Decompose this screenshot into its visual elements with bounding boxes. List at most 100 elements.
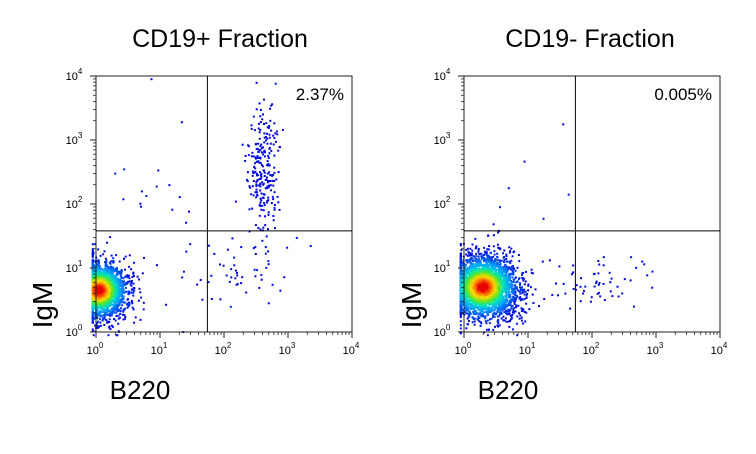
data-point (461, 303, 464, 306)
data-point (112, 274, 114, 277)
data-point (494, 258, 497, 261)
data-point (104, 294, 107, 297)
data-point (93, 299, 95, 302)
data-point (266, 126, 269, 129)
data-point (145, 195, 148, 198)
x-tick-label: 104 (343, 341, 360, 357)
data-point (120, 277, 123, 279)
data-point (470, 254, 473, 257)
data-point (100, 302, 103, 305)
data-point (102, 298, 105, 301)
data-point (245, 291, 248, 294)
data-point (261, 204, 264, 207)
data-point (105, 272, 108, 274)
data-point (465, 309, 468, 312)
data-point (506, 289, 509, 292)
data-point (495, 279, 498, 282)
data-point (610, 277, 613, 280)
y-tick-label: 102 (66, 195, 83, 211)
data-point (189, 243, 192, 246)
data-point (101, 281, 104, 284)
data-point (119, 307, 122, 310)
data-point (617, 295, 620, 298)
data-point (108, 266, 111, 269)
data-point (492, 223, 495, 226)
data-point (100, 267, 103, 270)
data-point (460, 263, 463, 266)
data-point (487, 248, 490, 251)
data-point (260, 192, 263, 195)
data-point (112, 280, 115, 283)
data-point (180, 121, 183, 124)
data-point (494, 300, 497, 303)
data-point (598, 263, 601, 266)
y-axis-label: IgM (27, 282, 58, 329)
data-point (488, 275, 491, 278)
data-point (497, 269, 500, 272)
data-point (500, 259, 503, 262)
data-point (271, 180, 274, 182)
data-point (254, 253, 257, 255)
data-point (91, 255, 94, 258)
data-point (480, 298, 483, 301)
data-point (112, 268, 115, 271)
data-point (260, 199, 263, 202)
data-point (507, 294, 510, 296)
data-point (497, 322, 500, 325)
data-point (122, 288, 125, 291)
data-point (503, 255, 506, 258)
data-point (95, 307, 98, 310)
data-point (96, 277, 98, 280)
data-point (265, 266, 268, 269)
data-point (488, 267, 491, 270)
data-point (562, 123, 565, 126)
data-point (104, 308, 107, 311)
x-tick-label: 101 (151, 341, 168, 357)
data-point (505, 292, 508, 295)
data-point (475, 265, 478, 268)
data-point (468, 292, 471, 295)
data-point (101, 297, 104, 300)
data-point (500, 285, 503, 288)
data-point (510, 268, 513, 271)
data-point (469, 307, 472, 310)
data-point (272, 143, 275, 146)
data-point (471, 304, 474, 307)
data-point (479, 259, 482, 262)
data-point (480, 255, 483, 258)
data-point (107, 282, 110, 285)
data-point (502, 297, 505, 300)
data-point (470, 256, 473, 259)
data-point (507, 266, 510, 269)
data-point (510, 247, 513, 250)
data-point (120, 301, 123, 304)
data-point (596, 292, 599, 295)
data-point (104, 261, 107, 263)
data-point (489, 318, 491, 321)
data-point (117, 304, 120, 307)
data-point (273, 154, 276, 157)
data-point (502, 298, 505, 301)
data-point (517, 290, 520, 293)
data-point (241, 276, 244, 279)
data-point (584, 285, 587, 288)
data-point (543, 298, 546, 300)
data-point (459, 256, 462, 259)
data-point (268, 171, 271, 174)
data-point (465, 312, 468, 315)
data-point (93, 317, 96, 320)
data-point (465, 253, 468, 256)
data-point (91, 261, 94, 264)
data-point (165, 303, 168, 306)
data-point (490, 274, 493, 277)
data-point (139, 291, 142, 294)
data-point (508, 325, 511, 328)
data-point (113, 300, 116, 303)
data-point (503, 303, 506, 306)
data-point (259, 149, 262, 152)
data-point (567, 193, 570, 196)
data-point (105, 261, 108, 264)
data-point (259, 197, 262, 200)
